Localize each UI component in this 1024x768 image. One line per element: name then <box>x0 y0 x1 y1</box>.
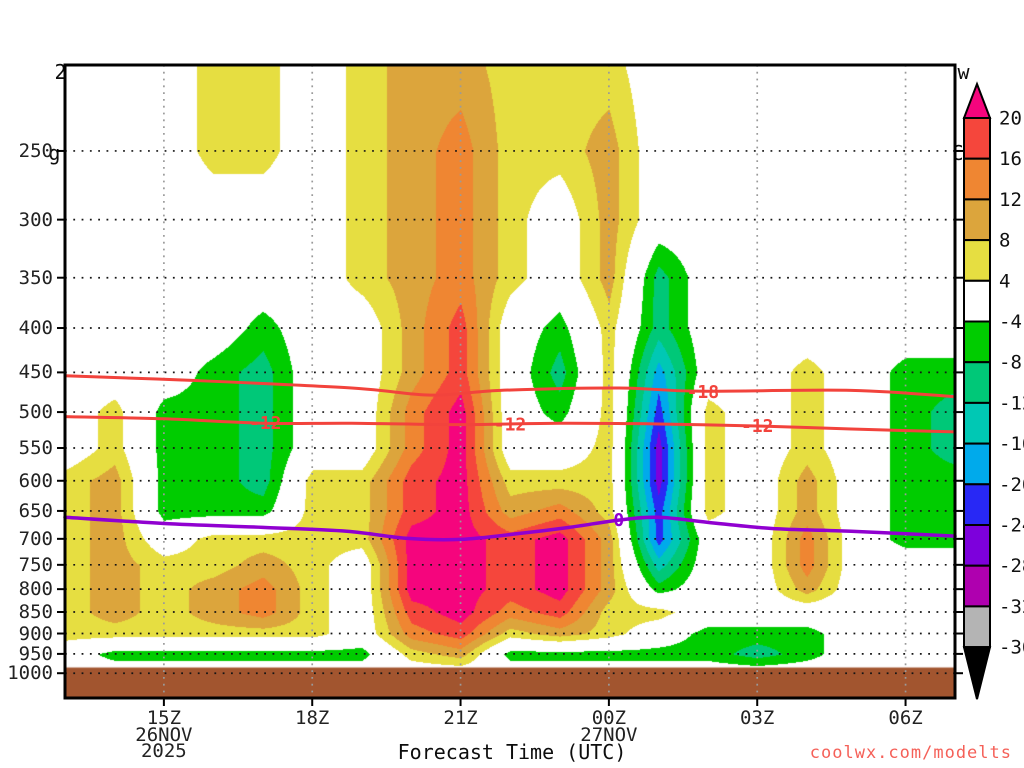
y-tick-label: 400 <box>18 317 53 340</box>
y-tick-label: 450 <box>18 361 53 384</box>
colorbar-box <box>963 524 991 567</box>
colorbar-tick-label: -32 <box>999 596 1024 618</box>
colorbar-tick-label: -36 <box>999 637 1024 659</box>
colorbar-tick-label: 4 <box>999 270 1010 292</box>
x-tick-sublabel: 2025 <box>140 740 187 762</box>
plot-border <box>63 63 957 700</box>
x-tick-label: 21Z <box>443 707 478 729</box>
colorbar-tick-label: -28 <box>999 555 1024 577</box>
colorbar-tick-label: -12 <box>999 392 1024 414</box>
x-tick-label: 18Z <box>295 707 330 729</box>
colorbar-tick-label: 12 <box>999 189 1022 211</box>
x-tick-label: 06Z <box>888 707 923 729</box>
colorbar-triangle-bottom <box>962 646 992 700</box>
colorbar-box <box>963 157 991 201</box>
colorbar-tick-label: 20 <box>999 108 1022 130</box>
colorbar-triangle-top <box>962 81 992 119</box>
colorbar-box <box>963 239 991 282</box>
colorbar-box <box>963 320 991 364</box>
colorbar-box <box>963 442 991 486</box>
y-tick-label: 600 <box>18 469 53 492</box>
colorbar-box <box>963 279 991 323</box>
x-tick-sublabel: 26NOV <box>135 724 193 746</box>
contour-label-dendritic-growth-minus12: -12 <box>494 415 527 436</box>
x-tick-label: 03Z <box>740 707 775 729</box>
y-tick-label: 650 <box>18 499 53 522</box>
x-tick-label: 15Z <box>146 707 182 729</box>
colorbar-box <box>963 605 991 649</box>
x-axis-title: Forecast Time (UTC) <box>397 740 627 764</box>
contour-label-dendritic-growth-minus12: -12 <box>249 413 282 434</box>
colorbar-tick-label: 16 <box>999 148 1022 170</box>
y-tick-label: 500 <box>18 401 53 424</box>
colorbar-tick-label: -16 <box>999 433 1024 455</box>
colorbar-box <box>963 483 991 526</box>
x-tick-label: 00Z <box>591 707 627 729</box>
y-tick-label: 300 <box>18 208 53 231</box>
colorbar-tick-label: -4 <box>999 311 1022 333</box>
colorbar-box <box>963 117 991 160</box>
colorbar-tick-label: -8 <box>999 352 1022 374</box>
contour-dendritic-growth-minus12 <box>63 415 957 434</box>
watermark: coolwx.com/modelts <box>809 743 1012 763</box>
y-tick-label: 950 <box>18 642 53 665</box>
contour-dendritic-growth-minus18 <box>63 374 957 399</box>
colorbar-box <box>963 564 991 608</box>
y-tick-label: 850 <box>18 600 53 623</box>
colorbar-box <box>963 401 991 445</box>
y-tick-label: 350 <box>18 266 53 289</box>
y-tick-label: 700 <box>18 527 53 550</box>
y-tick-label: 1000 <box>7 662 53 685</box>
contour-freezing-level-0 <box>63 515 957 542</box>
y-tick-label: 800 <box>18 578 53 601</box>
contour-label-freezing-level-0: 0 <box>613 510 624 531</box>
x-tick-sublabel: 27NOV <box>580 724 638 746</box>
y-tick-label: 900 <box>18 622 53 645</box>
y-tick-label: 750 <box>18 553 53 576</box>
contour-label-dendritic-growth-minus12: -12 <box>741 416 774 437</box>
colorbar-tick-label: 8 <box>999 230 1010 252</box>
y-tick-label: 550 <box>18 436 53 459</box>
colorbar-box <box>963 361 991 404</box>
y-tick-label: 250 <box>18 139 53 162</box>
colorbar-box <box>963 198 991 242</box>
colorbar-tick-label: -24 <box>999 515 1024 537</box>
contour-label-dendritic-growth-minus18: -18 <box>687 382 720 403</box>
colorbar-tick-label: -20 <box>999 474 1024 496</box>
